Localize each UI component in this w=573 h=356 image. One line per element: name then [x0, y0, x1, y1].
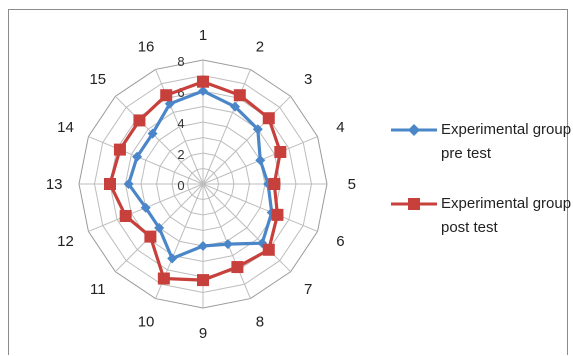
- data-point: [233, 89, 246, 102]
- category-label: 9: [199, 325, 207, 342]
- data-point: [132, 151, 143, 162]
- data-point: [252, 124, 263, 135]
- data-point: [144, 230, 157, 243]
- legend-label-pre-test: Experimental group pre test: [441, 121, 572, 162]
- data-point: [123, 179, 134, 189]
- data-point: [262, 112, 275, 125]
- legend-swatch-post-test: [391, 198, 437, 210]
- grid-spoke: [202, 183, 318, 232]
- category-label: 8: [256, 313, 264, 330]
- tick-label: 8: [177, 54, 184, 69]
- category-label: 12: [57, 233, 74, 250]
- tick-label: 4: [177, 116, 184, 131]
- data-point: [231, 261, 244, 274]
- data-point: [140, 202, 151, 213]
- category-label: 3: [304, 71, 312, 88]
- data-point: [197, 274, 209, 287]
- data-point: [222, 239, 233, 250]
- data-point: [271, 208, 284, 221]
- grid-spoke: [114, 95, 204, 185]
- data-point: [274, 145, 287, 158]
- category-label: 4: [336, 119, 344, 136]
- radial-tick-labels: 0 2 4 6 8: [177, 54, 184, 193]
- data-point: [268, 178, 281, 190]
- data-point: [104, 178, 116, 190]
- data-point: [147, 128, 158, 139]
- category-label: 2: [256, 39, 264, 56]
- data-point: [157, 272, 170, 285]
- legend: Experimental group pre test Experimental…: [389, 118, 573, 266]
- category-label: 14: [57, 119, 74, 136]
- grid-spoke: [155, 69, 204, 185]
- category-label: 1: [199, 27, 207, 44]
- category-label: 7: [304, 281, 312, 298]
- series-post-test: [104, 75, 287, 287]
- data-point: [197, 75, 209, 88]
- grid-spoke: [202, 95, 292, 185]
- data-point: [198, 86, 208, 96]
- data-point: [262, 243, 275, 256]
- data-point: [230, 101, 241, 112]
- grid-spoke: [202, 183, 292, 273]
- category-label: 6: [336, 233, 344, 250]
- category-label: 13: [46, 176, 63, 193]
- grid-spoke: [202, 69, 251, 185]
- data-point: [160, 89, 173, 102]
- radar-grid: [78, 59, 328, 309]
- data-point: [198, 241, 208, 251]
- grid-spoke: [88, 136, 204, 185]
- legend-item-post-test: Experimental group post test: [389, 192, 573, 252]
- tick-label: 6: [177, 85, 184, 100]
- category-label: 15: [89, 71, 106, 88]
- category-label: 16: [138, 39, 155, 56]
- category-label: 10: [138, 313, 155, 330]
- data-point: [167, 253, 178, 264]
- tick-label: 0: [177, 178, 184, 193]
- data-point: [255, 155, 266, 166]
- legend-label-post-test: Experimental group post test: [441, 195, 572, 236]
- tick-label: 2: [177, 147, 184, 162]
- legend-swatch-pre-test: [391, 124, 437, 136]
- data-point: [113, 143, 126, 156]
- data-point: [133, 114, 146, 127]
- category-label: 5: [348, 176, 356, 193]
- legend-item-pre-test: Experimental group pre test: [389, 118, 573, 178]
- data-point: [119, 210, 132, 223]
- data-point: [154, 222, 165, 233]
- data-point: [164, 98, 175, 109]
- category-label: 11: [90, 281, 106, 298]
